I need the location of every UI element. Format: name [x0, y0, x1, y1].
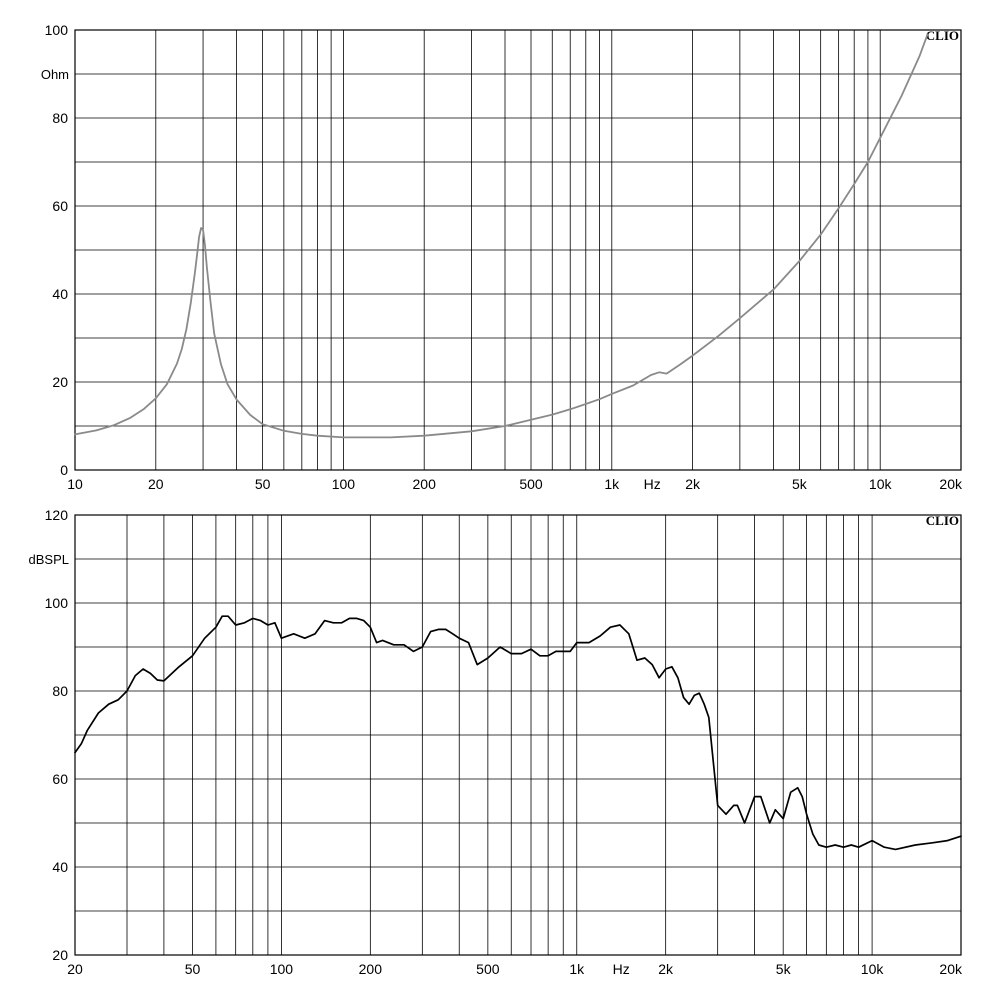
impedance-x-tick-label: 2k — [685, 476, 701, 492]
impedance-x-tick-label: 200 — [413, 476, 437, 492]
impedance-x-tick-label: 20k — [939, 476, 963, 492]
spl-x-tick-label: 20k — [939, 961, 963, 977]
impedance-y-tick-label: 100 — [45, 22, 69, 38]
impedance-y-tick-label: 60 — [52, 198, 68, 214]
impedance-x-tick-label: 5k — [792, 476, 808, 492]
spl-x-tick-label: 200 — [359, 961, 383, 977]
spl-x-tick-label: 100 — [270, 961, 294, 977]
spl-y-tick-label: 20 — [52, 947, 68, 963]
spl-y-tick-label: 100 — [45, 595, 69, 611]
impedance-x-tick-label: 1k — [604, 476, 620, 492]
spl-x-tick-label: 50 — [185, 961, 201, 977]
impedance-x-tick-label: 10 — [67, 476, 83, 492]
spl-x-axis-label: Hz — [613, 961, 630, 977]
impedance-y-axis-label: Ohm — [41, 67, 69, 82]
impedance-x-tick-label: 10k — [869, 476, 893, 492]
spl-x-tick-label: 500 — [476, 961, 500, 977]
spl-panel: 20 40 60 80 100 120 dBSPL 20 50 100 200 500 1k 2k 5k 10… — [29, 507, 963, 977]
impedance-x-tick-label: 50 — [255, 476, 271, 492]
spl-x-tick-label: 1k — [569, 961, 585, 977]
impedance-frame — [74, 29, 962, 471]
spl-series-line — [74, 615, 962, 851]
spl-x-tick-label: 10k — [861, 961, 885, 977]
impedance-series-line — [74, 33, 929, 439]
impedance-y-tick-label: 40 — [52, 286, 68, 302]
impedance-panel: 0 20 40 60 80 100 Ohm 10 20 50 100 200 500 1k 2k 5k 10k 2… — [41, 22, 963, 492]
spl-x-tick-label: 5k — [776, 961, 792, 977]
spl-y-tick-label: 60 — [52, 771, 68, 787]
spl-brand-label: CLIO — [926, 513, 959, 528]
spl-y-axis-label: dBSPL — [29, 552, 69, 567]
impedance-y-tick-label: 0 — [60, 462, 68, 478]
impedance-y-tick-label: 80 — [52, 110, 68, 126]
impedance-x-tick-label: 20 — [148, 476, 164, 492]
impedance-y-tick-label: 20 — [52, 374, 68, 390]
impedance-brand-label: CLIO — [926, 28, 959, 43]
spl-y-tick-label: 80 — [52, 683, 68, 699]
spl-x-tick-label: 20 — [67, 961, 83, 977]
impedance-x-tick-label: 500 — [519, 476, 543, 492]
spl-y-tick-label: 120 — [45, 507, 69, 523]
impedance-x-axis-label: Hz — [644, 476, 661, 492]
spl-y-tick-label: 40 — [52, 859, 68, 875]
spl-x-tick-label: 2k — [658, 961, 674, 977]
spl-frame — [74, 514, 962, 956]
impedance-x-tick-label: 100 — [332, 476, 356, 492]
